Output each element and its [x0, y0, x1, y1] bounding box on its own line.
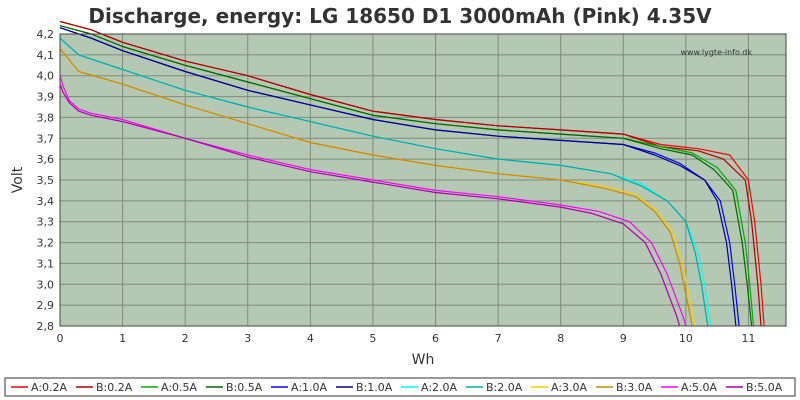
legend-label: A:0.5A [161, 381, 198, 394]
y-tick-label: 3,8 [37, 111, 55, 124]
legend-item: B:2.0A [466, 381, 523, 394]
legend-label: B:2.0A [486, 381, 523, 394]
x-tick-label: 10 [679, 332, 693, 345]
series-line-b-2-0a [59, 37, 709, 327]
y-tick-label: 4,0 [37, 70, 55, 83]
legend-label: A:1.0A [291, 381, 328, 394]
legend-item: B:3.0A [596, 381, 653, 394]
y-tick-label: 3,4 [37, 195, 55, 208]
series-line-b-3-0a [59, 48, 693, 327]
legend-label: A:5.0A [681, 381, 718, 394]
series-layer [59, 20, 765, 327]
x-tick-label: 1 [119, 332, 126, 345]
legend-label: B:3.0A [616, 381, 653, 394]
y-tick-label: 3,9 [37, 91, 55, 104]
legend-item: A:0.5A [141, 381, 198, 394]
y-tick-label: 3,0 [37, 278, 55, 291]
x-tick-label: 0 [57, 332, 64, 345]
legend-item: A:1.0A [271, 381, 328, 394]
legend-label: B:1.0A [356, 381, 393, 394]
legend-item: A:0.2A [11, 381, 68, 394]
x-axis-ticks: 0 1 2 3 4 5 6 7 8 9 10 11 [57, 332, 756, 345]
x-tick-label: 4 [307, 332, 314, 345]
y-tick-label: 3,3 [37, 216, 55, 229]
legend-label: A:0.2A [31, 381, 68, 394]
y-tick-label: 2,9 [37, 299, 55, 312]
watermark: www.lygte-info.dk [680, 48, 752, 57]
legend-item: A:3.0A [531, 381, 588, 394]
y-tick-label: 3,6 [37, 153, 55, 166]
legend-label: B:0.2A [96, 381, 133, 394]
x-tick-label: 2 [182, 332, 189, 345]
plot-border [59, 33, 787, 327]
x-tick-label: 6 [432, 332, 439, 345]
y-axis-title: Volt [10, 166, 26, 193]
legend: A:0.2A B:0.2A A:0.5A B:0.5A A:1.0A B:1.0A A:2.… [11, 381, 783, 394]
legend-label: A:2.0A [421, 381, 458, 394]
series-line-b-0-2a [59, 20, 762, 327]
y-tick-label: 3,7 [37, 132, 55, 145]
x-tick-label: 8 [557, 332, 564, 345]
chart-title: Discharge, energy: LG 18650 D1 3000mAh (… [88, 4, 712, 28]
x-tick-label: 3 [244, 332, 251, 345]
legend-label: A:3.0A [551, 381, 588, 394]
legend-item: B:0.5A [206, 381, 263, 394]
y-tick-label: 2,8 [37, 320, 55, 333]
y-tick-label: 4,2 [37, 28, 55, 41]
x-tick-label: 11 [741, 332, 755, 345]
series-line-b-0-5a [59, 25, 753, 327]
x-tick-label: 5 [369, 332, 376, 345]
legend-item: B:5.0A [726, 381, 783, 394]
series-line-b-5-0a [59, 83, 681, 327]
legend-label: B:5.0A [746, 381, 783, 394]
legend-label: B:0.5A [226, 381, 263, 394]
y-tick-label: 3,1 [37, 257, 55, 270]
y-tick-label: 3,2 [37, 237, 55, 250]
legend-item: B:0.2A [76, 381, 133, 394]
x-tick-label: 9 [620, 332, 627, 345]
legend-box [4, 377, 796, 397]
legend-item: A:2.0A [401, 381, 458, 394]
y-tick-label: 3,5 [37, 174, 55, 187]
x-tick-label: 7 [495, 332, 502, 345]
legend-item: B:1.0A [336, 381, 393, 394]
grid [59, 33, 786, 327]
series-line-b-1-0a [59, 27, 737, 327]
y-tick-label: 4,1 [37, 49, 55, 62]
legend-item: A:5.0A [661, 381, 718, 394]
y-axis-ticks: 2,8 2,9 3,0 3,1 3,2 3,3 3,4 3,5 3,6 3,7 3,8 3,9 4,0 4… [37, 28, 55, 333]
x-axis-title: Wh [412, 352, 435, 368]
series-line-a-5-0a [59, 75, 687, 327]
